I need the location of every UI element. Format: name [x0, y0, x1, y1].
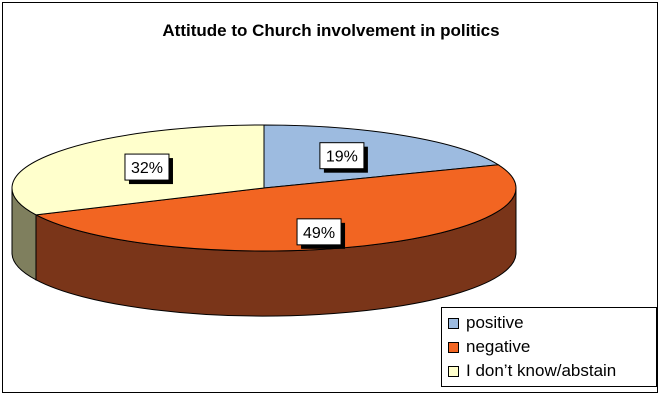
legend-label-positive: positive	[466, 313, 524, 332]
chart-area: Attitude to Church involvement in politi…	[2, 2, 658, 393]
pie-top	[11, 124, 517, 252]
data-label-text-positive: 19%	[326, 149, 358, 166]
legend: positive negative I don’t know/abstain	[441, 307, 657, 387]
legend-label-abstain: I don’t know/abstain	[466, 361, 617, 380]
legend-item-negative: negative	[448, 335, 656, 359]
legend-swatch-abstain	[448, 365, 459, 377]
pie-chart: 19% 49% 32%	[11, 124, 517, 317]
pie-slice-negative	[34, 164, 517, 252]
pie-slice-positive	[263, 124, 500, 189]
data-labels: 19% 49% 32%	[124, 142, 368, 249]
legend-swatch-negative	[448, 341, 459, 353]
data-label-negative: 49%	[296, 218, 346, 249]
data-label-abstain: 32%	[124, 153, 173, 185]
data-label-text-negative: 49%	[303, 225, 335, 242]
legend-item-abstain: I don’t know/abstain	[448, 359, 656, 383]
legend-swatch-positive	[448, 317, 459, 329]
data-label-text-abstain: 32%	[131, 160, 163, 177]
legend-item-positive: positive	[448, 311, 656, 335]
chart-title: Attitude to Church involvement in politi…	[162, 21, 500, 40]
data-label-box-abstain	[124, 153, 170, 181]
data-label-box-negative	[296, 218, 342, 246]
data-label-positive: 19%	[319, 142, 368, 173]
data-label-box-positive	[319, 142, 365, 170]
legend-label-negative: negative	[466, 337, 531, 356]
